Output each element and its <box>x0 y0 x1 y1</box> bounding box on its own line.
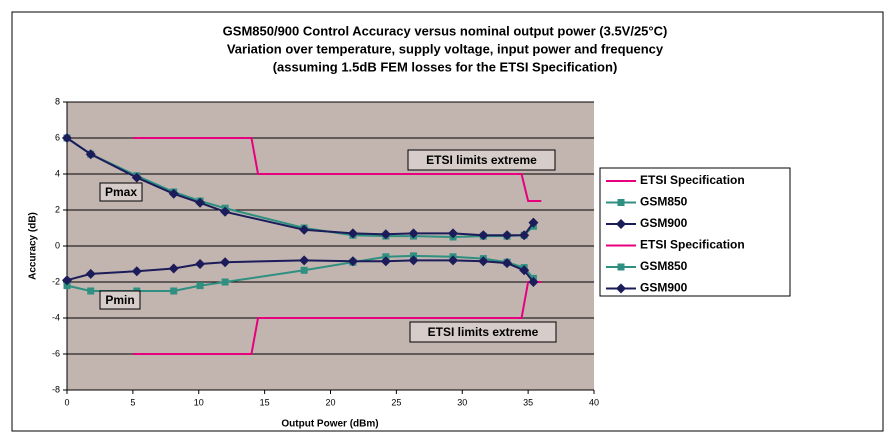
marker <box>448 228 459 239</box>
marker <box>502 258 513 269</box>
x-tick-label: 20 <box>325 397 335 407</box>
chart-title: (assuming 1.5dB FEM losses for the ETSI … <box>273 59 618 74</box>
y-tick-label: 6 <box>55 132 60 142</box>
marker <box>299 255 310 266</box>
y-tick-label: 0 <box>55 240 60 250</box>
x-tick-label: 30 <box>457 397 467 407</box>
marker <box>85 149 96 160</box>
marker <box>62 133 72 143</box>
marker <box>195 259 206 269</box>
marker <box>519 265 530 276</box>
x-tick-label: 25 <box>391 397 401 407</box>
marker <box>220 206 231 217</box>
marker <box>617 199 625 206</box>
marker <box>87 287 95 295</box>
y-tick-label: 8 <box>55 96 60 106</box>
y-tick-label: 4 <box>55 168 60 178</box>
x-tick-label: 35 <box>523 397 533 407</box>
legend-label: GSM850 <box>640 195 688 209</box>
legend-label: GSM900 <box>640 281 688 295</box>
marker <box>168 188 179 199</box>
marker <box>519 230 530 241</box>
marker <box>299 224 310 235</box>
y-axis-label: Accuracy (dB) <box>28 212 39 280</box>
annotation: Pmax <box>105 185 137 199</box>
x-tick-label: 10 <box>194 397 204 407</box>
marker <box>196 282 204 290</box>
marker <box>528 277 539 287</box>
marker <box>85 268 96 279</box>
marker <box>221 278 229 286</box>
legend <box>599 167 791 297</box>
chart-title: Variation over temperature, supply volta… <box>227 41 664 56</box>
x-tick-label: 15 <box>260 397 270 407</box>
marker <box>170 287 178 295</box>
marker <box>616 283 626 294</box>
chart-title: GSM850/900 Control Accuracy versus nomin… <box>223 23 668 38</box>
series-line <box>132 137 542 202</box>
marker <box>528 217 539 228</box>
marker <box>63 282 71 290</box>
marker <box>168 263 179 274</box>
x-axis-label: Output Power (dBm) <box>281 419 378 430</box>
marker <box>62 275 72 286</box>
marker <box>408 228 419 239</box>
marker <box>220 257 231 268</box>
y-tick-label: -4 <box>52 312 60 322</box>
marker <box>347 228 358 239</box>
marker <box>347 256 358 267</box>
legend-label: GSM900 <box>640 216 688 230</box>
x-tick-label: 40 <box>589 397 599 407</box>
marker <box>478 230 489 241</box>
annotation-box <box>99 290 141 310</box>
marker <box>195 197 206 208</box>
y-tick-label: -6 <box>52 348 60 358</box>
annotation: ETSI limits extreme <box>426 153 537 167</box>
marker <box>478 256 489 267</box>
y-tick-label: -8 <box>52 384 60 394</box>
x-tick-label: 0 <box>64 397 69 407</box>
marker <box>502 230 513 241</box>
marker <box>408 255 419 266</box>
y-tick-label: 2 <box>55 204 60 214</box>
annotation-box <box>409 321 557 343</box>
x-tick-label: 5 <box>130 397 135 407</box>
y-tick-label: -2 <box>52 276 60 286</box>
legend-label: ETSI Specification <box>640 238 745 252</box>
marker <box>617 263 625 271</box>
marker <box>448 255 459 266</box>
annotation-box <box>99 182 143 202</box>
legend-label: GSM850 <box>640 259 688 273</box>
annotation: Pmin <box>105 293 134 307</box>
annotation: ETSI limits extreme <box>428 325 539 339</box>
marker <box>300 266 308 274</box>
marker <box>616 219 626 229</box>
marker <box>131 172 142 183</box>
marker <box>380 256 391 267</box>
annotation-box <box>407 149 556 171</box>
marker <box>380 229 391 240</box>
marker <box>131 266 142 277</box>
legend-label: ETSI Specification <box>640 173 745 187</box>
